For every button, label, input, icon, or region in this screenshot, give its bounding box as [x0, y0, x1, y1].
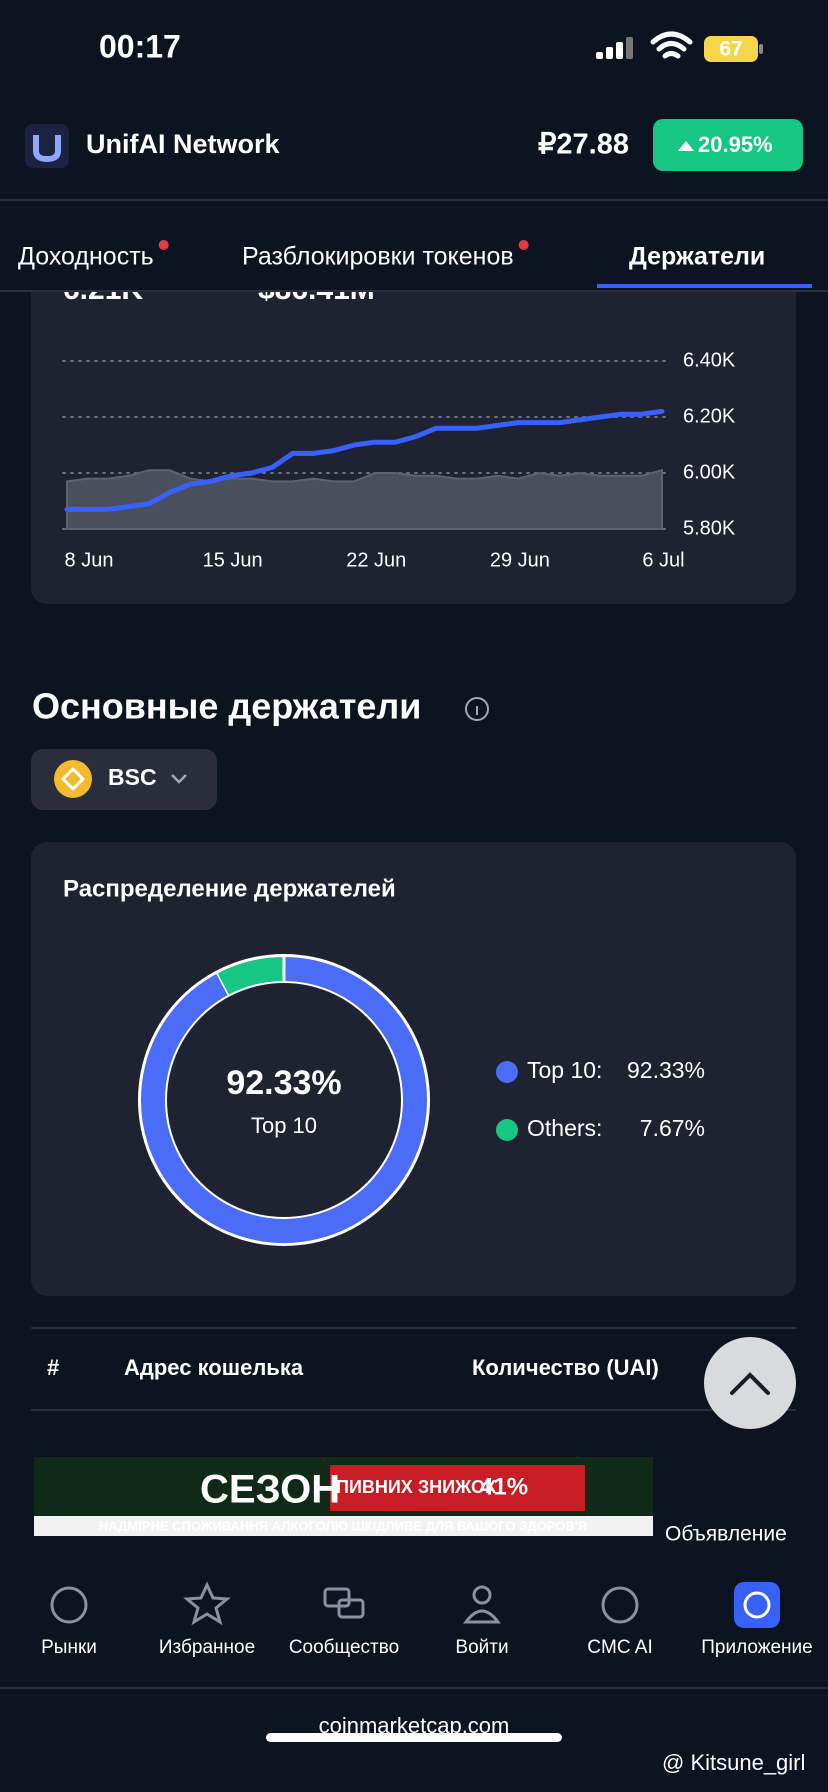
- ad-headline: СЕЗОН: [200, 1468, 340, 1512]
- signal-bar: [606, 47, 613, 59]
- bsc-coin-mark: [60, 766, 86, 792]
- tab-underline: [597, 284, 812, 288]
- scroll-top-button[interactable]: [704, 1337, 796, 1429]
- nav-item[interactable]: CMC AI: [587, 1586, 653, 1658]
- area: [66, 468, 663, 530]
- chevron-down: [171, 774, 187, 784]
- table-header: Адрес кошелька: [124, 1355, 304, 1380]
- wifi-icon: [650, 31, 693, 59]
- legend-name: Others:: [527, 1115, 602, 1141]
- ad-tagline: ПИВНИХ ЗНИЖОК: [336, 1477, 497, 1497]
- up-arrow: [678, 141, 694, 151]
- tab[interactable]: Разблокировки токенов: [242, 243, 514, 271]
- signal-bar: [596, 52, 603, 59]
- x-tick-label: 22 Jun: [346, 549, 406, 571]
- donut-segment: [141, 957, 427, 1243]
- nav-icon: [601, 1586, 639, 1624]
- notification-dot: [518, 240, 529, 250]
- ad-warning-strip: [34, 1516, 653, 1536]
- nav-label[interactable]: Войти: [455, 1637, 508, 1658]
- x-tick-label: 29 Jun: [490, 549, 550, 571]
- legend-name: Top 10:: [527, 1057, 602, 1083]
- y-tick-label: 6.00K: [683, 461, 736, 483]
- nav-item[interactable]: Приложение: [701, 1582, 813, 1658]
- card-title: Распределение держателей: [63, 875, 396, 902]
- tab[interactable]: Доходность: [18, 243, 154, 271]
- nav-item[interactable]: Войти: [455, 1585, 509, 1658]
- center-value: 92.33%: [226, 1064, 341, 1102]
- nav-icon: [463, 1585, 501, 1624]
- price-change: 20.95%: [698, 132, 773, 157]
- nav-icon: [323, 1587, 365, 1619]
- home-indicator: [266, 1733, 562, 1742]
- table-header: Количество (UAI): [472, 1355, 659, 1380]
- token-name: UnifAI Network: [86, 129, 280, 159]
- y-tick-label: 6.20K: [683, 405, 736, 427]
- watermark: @ Kitsune_girl: [662, 1750, 805, 1775]
- legend-value: 92.33%: [627, 1057, 705, 1083]
- legend-value: 7.67%: [640, 1115, 705, 1141]
- chain-name: BSC: [108, 764, 157, 790]
- notification-dot: [158, 240, 169, 250]
- battery-level: 67: [719, 38, 742, 61]
- nav-item[interactable]: Избранное: [159, 1581, 255, 1658]
- token-logo-mark: [33, 135, 61, 163]
- nav-label[interactable]: Сообщество: [289, 1637, 399, 1658]
- legend-dot: [496, 1061, 518, 1083]
- status-time: 00:17: [99, 28, 181, 64]
- scroll-top-chevron: [730, 1372, 770, 1395]
- change-badge: [653, 119, 803, 171]
- nav-label[interactable]: Рынки: [41, 1637, 97, 1658]
- nav-label[interactable]: CMC AI: [587, 1637, 652, 1658]
- signal-bar: [616, 42, 623, 59]
- section-title: Основные держатели: [32, 686, 421, 727]
- table-header: #: [47, 1355, 59, 1380]
- nav-label[interactable]: Приложение: [701, 1637, 812, 1658]
- donut-segment: [217, 957, 285, 995]
- ad-discount: 41%: [480, 1473, 528, 1500]
- ad-warning: НАДМІРНЕ СПОЖИВАННЯ АЛКОГОЛЮ ШКІДЛИВЕ ДЛ…: [99, 1518, 587, 1533]
- info-icon: [465, 697, 489, 721]
- y-tick-label: 5.80K: [683, 517, 736, 539]
- signal-bar: [626, 37, 633, 59]
- center-label: Top 10: [251, 1113, 317, 1138]
- x-tick-label: 8 Jun: [65, 549, 114, 571]
- nav-item[interactable]: Сообщество: [289, 1587, 399, 1658]
- battery: [704, 36, 758, 62]
- battery-tip: [759, 44, 763, 54]
- ad-red-band: [330, 1465, 585, 1511]
- token-price: ₽27.88: [538, 129, 629, 161]
- legend-dot: [496, 1119, 518, 1141]
- nav-icon: [734, 1582, 780, 1628]
- x-tick-label: 15 Jun: [203, 549, 263, 571]
- holders-chart: 5.80K 6.00K 6.20K 6.40K 8 Jun 15 Jun 22 Jun 29 …: [62, 349, 736, 571]
- tab[interactable]: Держатели: [629, 243, 765, 271]
- nav-label[interactable]: Избранное: [159, 1637, 255, 1658]
- line: [64, 408, 665, 512]
- nav-icon: [50, 1586, 88, 1624]
- nav-icon: [183, 1581, 231, 1626]
- bsc-coin: [54, 760, 92, 798]
- ad-label: Объявление: [665, 1523, 787, 1546]
- y-tick-label: 6.40K: [683, 349, 736, 371]
- x-tick-label: 6 Jul: [642, 549, 684, 571]
- donut-hole: [167, 983, 401, 1217]
- nav-item[interactable]: Рынки: [41, 1586, 97, 1658]
